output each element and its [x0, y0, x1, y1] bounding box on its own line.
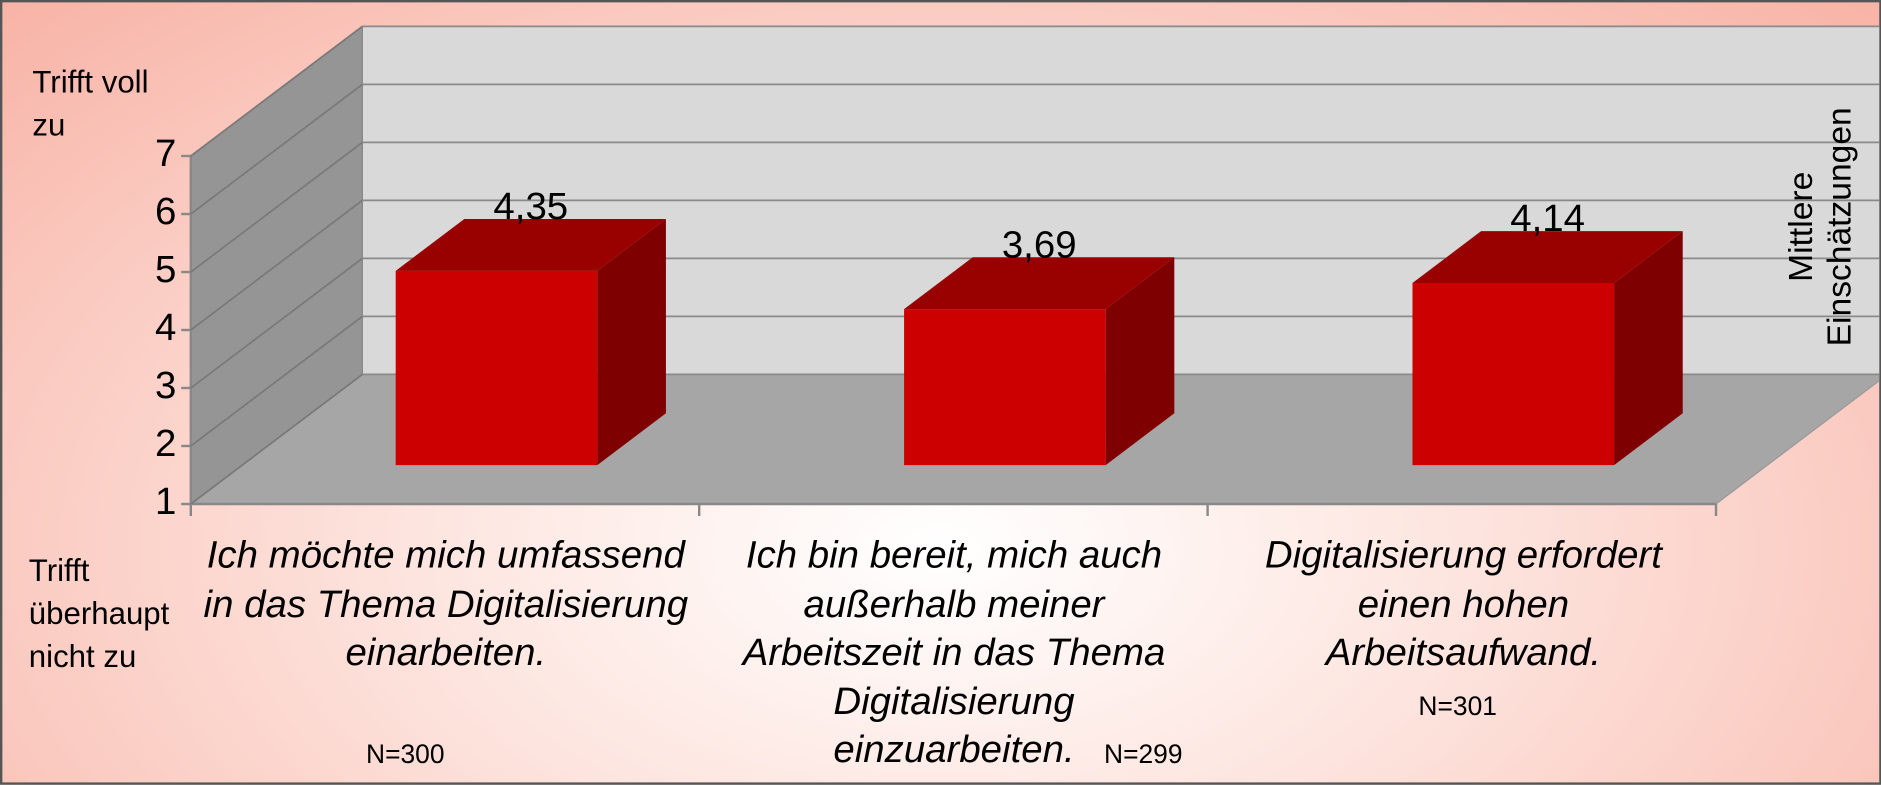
- bar-side: [1614, 231, 1683, 466]
- value-label: 3,69: [1002, 223, 1077, 266]
- y-label-top: Trifft voll zu: [32, 63, 149, 143]
- value-label: 4,14: [1510, 197, 1585, 240]
- bar-top: [1412, 231, 1683, 283]
- annotation: N=299: [1104, 739, 1183, 770]
- bar: [1412, 283, 1615, 466]
- grid-line: [190, 83, 363, 215]
- y-tick-label: 6: [155, 190, 176, 233]
- y-tick-label: 3: [155, 364, 176, 407]
- y-tick-label: 1: [155, 480, 176, 523]
- annotation: N=301: [1418, 691, 1497, 722]
- grid-line: [190, 315, 363, 447]
- bar-side: [597, 218, 666, 466]
- grid-line: [190, 141, 363, 273]
- bar-side: [1105, 257, 1175, 466]
- y-label-bottom: Trifft überhaupt nicht zu: [28, 552, 170, 675]
- annotation: N=300: [366, 739, 445, 770]
- y-tick-label: 5: [155, 248, 176, 291]
- value-label: 4,35: [493, 185, 568, 228]
- y-tick-label: 7: [155, 132, 176, 175]
- bar-top: [904, 257, 1175, 310]
- category-label: Ich bin bereit, mich auch außerhalb mein…: [742, 532, 1166, 771]
- y-tick-label: 4: [155, 306, 176, 349]
- legend-label: Mittlere Einschätzungen: [1782, 107, 1858, 347]
- grid-line: [190, 199, 363, 331]
- category-label: Digitalisierung erfordert einen hohen Ar…: [1264, 532, 1662, 674]
- y-tick-label: 2: [155, 422, 176, 465]
- grid-line: [190, 373, 363, 505]
- bar: [395, 270, 598, 466]
- grid-line: [190, 257, 363, 389]
- bar: [904, 309, 1106, 466]
- bar-top: [395, 218, 666, 271]
- grid-line: [190, 25, 363, 157]
- category-label: Ich möchte mich umfassend in das Thema D…: [203, 532, 689, 674]
